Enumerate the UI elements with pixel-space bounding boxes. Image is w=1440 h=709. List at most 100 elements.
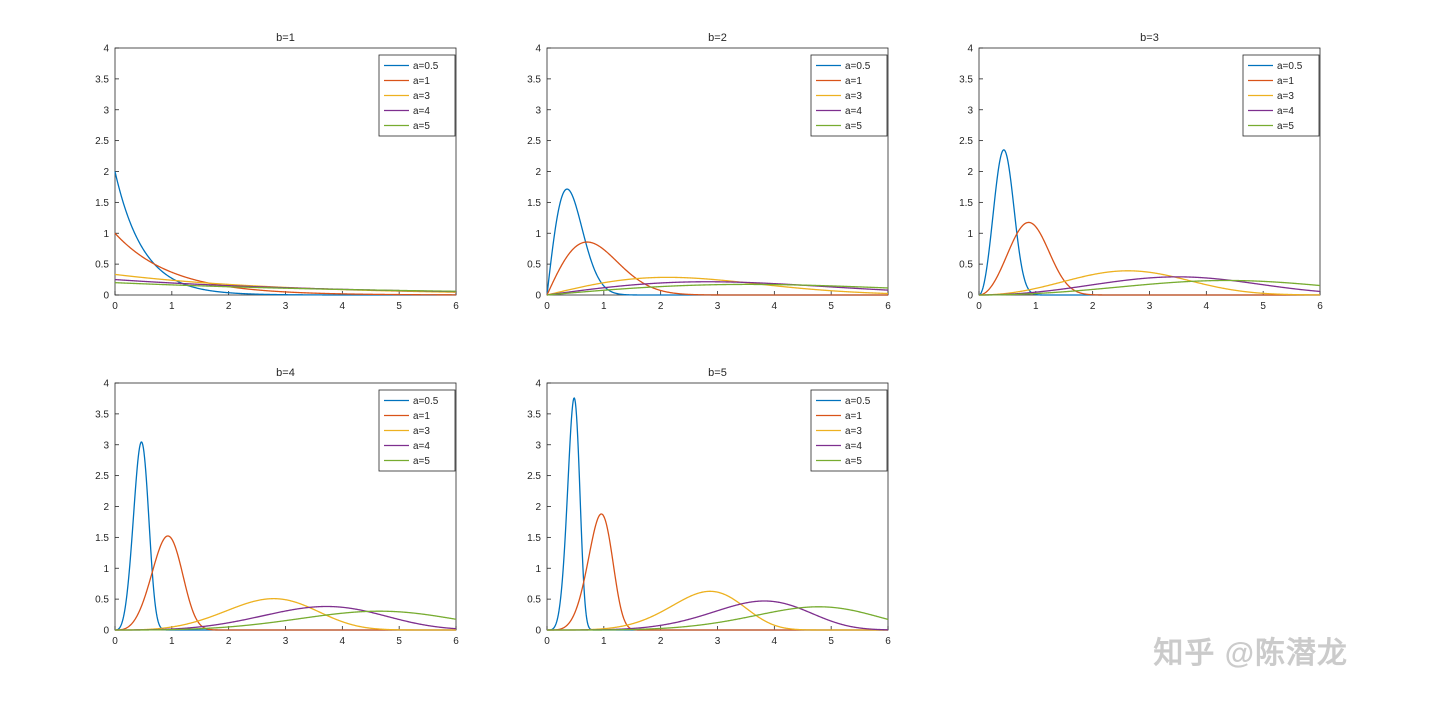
- y-tick-label: 3: [535, 105, 541, 116]
- legend-label: a=3: [413, 426, 430, 437]
- y-tick-label: 1: [535, 229, 541, 240]
- legend-label: a=0.5: [413, 61, 439, 72]
- legend-label: a=5: [845, 456, 862, 467]
- x-tick-label: 1: [601, 636, 607, 647]
- y-tick-label: 0.5: [95, 260, 109, 271]
- legend-label: a=5: [413, 121, 430, 132]
- y-tick-label: 1.5: [959, 198, 973, 209]
- legend-label: a=0.5: [845, 396, 871, 407]
- x-tick-label: 4: [1204, 301, 1210, 312]
- y-tick-label: 3: [535, 440, 541, 451]
- watermark-text: 知乎 @陈潜龙: [1153, 637, 1348, 670]
- legend-label: a=4: [1277, 106, 1294, 117]
- y-tick-label: 1.5: [95, 533, 109, 544]
- x-tick-label: 3: [283, 636, 289, 647]
- y-tick-label: 2: [535, 502, 541, 513]
- legend-label: a=0.5: [845, 61, 871, 72]
- series-line-a=1: [114, 232, 457, 296]
- x-tick-label: 2: [226, 636, 232, 647]
- x-tick-label: 2: [226, 301, 232, 312]
- x-tick-label: 4: [340, 636, 346, 647]
- series-line-a=0.5: [546, 188, 889, 296]
- y-tick-label: 3: [967, 105, 973, 116]
- x-tick-label: 3: [1147, 301, 1153, 312]
- y-tick-label: 3.5: [95, 409, 109, 420]
- series-line-a=4: [978, 276, 1321, 296]
- y-tick-label: 2: [103, 167, 109, 178]
- y-tick-label: 2.5: [95, 471, 109, 482]
- series-line-a=5: [978, 279, 1321, 296]
- x-tick-label: 0: [544, 636, 550, 647]
- legend-label: a=1: [413, 76, 430, 87]
- legend-label: a=4: [845, 106, 862, 117]
- x-tick-label: 6: [1317, 301, 1323, 312]
- y-tick-label: 4: [535, 379, 541, 390]
- y-tick-label: 1: [103, 229, 109, 240]
- y-tick-label: 2.5: [527, 136, 541, 147]
- subplot-title-b3: b=3: [1140, 32, 1159, 44]
- x-tick-label: 0: [112, 636, 118, 647]
- axes-b5: 0 1 2 3 4 5 6 0 0.5 1 1.5 2 2.5 3 3.5 4 a=0.5 a=1 a=3 a=4 a=…: [527, 379, 891, 648]
- series-line-a=1: [114, 535, 457, 631]
- x-tick-label: 6: [453, 301, 459, 312]
- series-line-a=3: [114, 598, 457, 631]
- x-tick-label: 2: [1090, 301, 1096, 312]
- axes-b1: 0 1 2 3 4 5 6 0 0.5 1 1.5 2 2.5 3 3.5 4 a=0.5 a=1 a=3 a=4 a=…: [95, 44, 459, 313]
- y-tick-label: 0.5: [527, 595, 541, 606]
- y-tick-label: 3.5: [527, 74, 541, 85]
- subplot-title-b4: b=4: [276, 367, 295, 379]
- legend-label: a=3: [413, 91, 430, 102]
- legend-label: a=1: [845, 411, 862, 422]
- y-tick-label: 0: [103, 291, 109, 302]
- x-tick-label: 1: [169, 301, 175, 312]
- y-tick-label: 2: [535, 167, 541, 178]
- y-tick-label: 1.5: [527, 533, 541, 544]
- x-tick-label: 6: [885, 636, 891, 647]
- x-tick-label: 1: [169, 636, 175, 647]
- x-tick-label: 5: [828, 301, 834, 312]
- series-line-a=5: [114, 610, 457, 631]
- y-tick-label: 3: [103, 440, 109, 451]
- x-tick-label: 3: [715, 636, 721, 647]
- subplot-b2: b=2 0 1 2 3 4 5 6 0 0.5 1 1.5 2 2.5 3 3.5 4 a=0.5 a=1 a=3 a…: [502, 30, 932, 342]
- y-tick-label: 4: [967, 44, 973, 55]
- x-tick-label: 0: [112, 301, 118, 312]
- y-tick-label: 1.5: [527, 198, 541, 209]
- x-tick-label: 1: [601, 301, 607, 312]
- x-tick-label: 2: [658, 636, 664, 647]
- legend-label: a=4: [413, 441, 430, 452]
- legend-label: a=5: [413, 456, 430, 467]
- y-tick-label: 1.5: [95, 198, 109, 209]
- axes-b2: 0 1 2 3 4 5 6 0 0.5 1 1.5 2 2.5 3 3.5 4 a=0.5 a=1 a=3 a=4 a=…: [527, 44, 891, 313]
- x-tick-label: 3: [715, 301, 721, 312]
- axes-b3: 0 1 2 3 4 5 6 0 0.5 1 1.5 2 2.5 3 3.5 4 a=0.5 a=1 a=3 a=4 a=…: [959, 44, 1323, 313]
- legend-label: a=3: [845, 426, 862, 437]
- series-line-a=1: [978, 221, 1321, 296]
- y-tick-label: 0.5: [527, 260, 541, 271]
- y-tick-label: 0.5: [959, 260, 973, 271]
- subplot-b4: b=4 0 1 2 3 4 5 6 0 0.5 1 1.5 2 2.5 3 3.5 4 a=0.5 a=1 a=3 a…: [70, 365, 500, 677]
- x-tick-label: 0: [544, 301, 550, 312]
- subplot-b3: b=3 0 1 2 3 4 5 6 0 0.5 1 1.5 2 2.5 3 3.5 4 a=0.5 a=1 a=3 a…: [934, 30, 1364, 342]
- x-tick-label: 6: [453, 636, 459, 647]
- series-line-a=0.5: [114, 171, 457, 296]
- x-tick-label: 6: [885, 301, 891, 312]
- x-tick-label: 4: [772, 301, 778, 312]
- y-tick-label: 0: [967, 291, 973, 302]
- x-tick-label: 1: [1033, 301, 1039, 312]
- y-tick-label: 4: [103, 44, 109, 55]
- y-tick-label: 0.5: [95, 595, 109, 606]
- y-tick-label: 2.5: [95, 136, 109, 147]
- y-tick-label: 1: [103, 564, 109, 575]
- y-tick-label: 0: [535, 626, 541, 637]
- legend-label: a=1: [845, 76, 862, 87]
- y-tick-label: 0: [103, 626, 109, 637]
- y-tick-label: 2: [967, 167, 973, 178]
- y-tick-label: 2.5: [959, 136, 973, 147]
- series-line-a=5: [546, 606, 889, 631]
- x-tick-label: 5: [828, 636, 834, 647]
- legend-label: a=4: [413, 106, 430, 117]
- legend-label: a=0.5: [1277, 61, 1303, 72]
- x-tick-label: 5: [396, 301, 402, 312]
- x-tick-label: 4: [340, 301, 346, 312]
